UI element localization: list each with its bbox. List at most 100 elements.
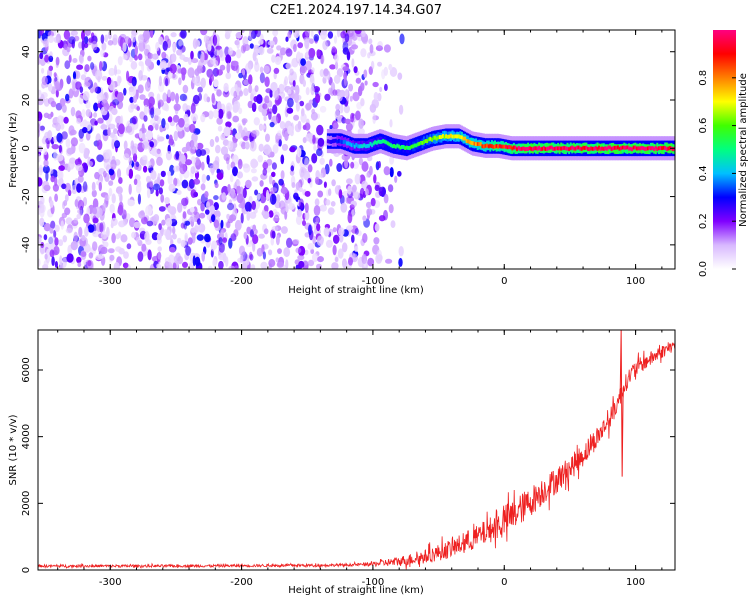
noise-cell <box>126 243 132 250</box>
noise-cell <box>189 140 195 148</box>
noise-cell <box>187 237 193 245</box>
noise-cell <box>144 231 150 242</box>
ridge-cell <box>326 139 329 144</box>
noise-cell <box>237 171 243 179</box>
noise-cell <box>82 119 88 130</box>
noise-cell <box>182 211 187 219</box>
noise-cell <box>334 254 339 264</box>
noise-cell <box>304 157 310 169</box>
ridge-cell <box>533 146 536 151</box>
noise-cell <box>397 170 402 177</box>
noise-cell <box>368 66 373 75</box>
ridge-cell <box>598 145 600 150</box>
noise-cell <box>258 233 265 239</box>
noise-cell <box>63 200 68 207</box>
noise-cell <box>351 209 355 218</box>
noise-cell <box>155 41 160 52</box>
noise-cell <box>268 174 273 185</box>
noise-cell <box>177 256 184 265</box>
noise-cell <box>117 56 123 66</box>
noise-cell <box>245 62 252 74</box>
noise-cell <box>232 166 238 177</box>
noise-cell <box>83 42 89 49</box>
ridge-cell <box>503 144 506 149</box>
noise-cell <box>111 233 116 244</box>
noise-cell <box>167 116 173 123</box>
noise-cell <box>212 258 217 267</box>
noise-cell <box>123 87 127 96</box>
noise-cell <box>312 235 316 245</box>
noise-cell <box>51 256 55 267</box>
noise-cell <box>155 189 159 197</box>
ridge-cell <box>657 146 660 151</box>
ridge-cell <box>330 140 333 144</box>
ridge-cell <box>347 141 350 146</box>
ridge-cell <box>587 147 589 151</box>
noise-cell <box>389 155 395 165</box>
noise-cell <box>352 161 359 170</box>
ridge-cell <box>487 144 490 149</box>
noise-cell <box>241 141 247 150</box>
noise-cell <box>43 112 50 119</box>
noise-cell <box>201 251 205 262</box>
ridge-cell <box>333 139 336 143</box>
noise-cell <box>197 86 203 93</box>
noise-cell <box>54 237 59 246</box>
noise-cell <box>173 177 178 187</box>
noise-cell <box>217 100 222 111</box>
noise-cell <box>240 212 244 224</box>
noise-cell <box>184 232 188 242</box>
ridge-cell <box>401 145 403 149</box>
noise-cell <box>130 140 135 150</box>
noise-cell <box>131 115 138 125</box>
noise-cell <box>156 156 163 166</box>
noise-cell <box>338 227 345 237</box>
ridge-cell <box>369 141 372 146</box>
noise-cell <box>84 64 90 73</box>
noise-cell <box>147 160 152 169</box>
noise-cell <box>137 34 144 43</box>
noise-cell <box>372 81 379 88</box>
noise-cell <box>215 144 221 154</box>
ridge-cell <box>623 145 626 150</box>
ridge-cell <box>355 143 358 147</box>
noise-cell <box>344 157 349 169</box>
noise-cell <box>216 172 224 180</box>
noise-cell <box>42 165 50 174</box>
ridge-cell <box>339 139 342 144</box>
noise-cell <box>175 93 179 104</box>
ridge-cell <box>421 141 424 145</box>
noise-cell <box>212 34 218 46</box>
noise-cell <box>66 147 74 155</box>
noise-cell <box>368 38 373 45</box>
noise-cell <box>238 72 244 79</box>
noise-cell <box>317 190 324 198</box>
noise-cell <box>279 121 286 130</box>
noise-cell <box>313 205 321 216</box>
noise-cell <box>250 168 257 174</box>
noise-cell <box>106 77 112 86</box>
ridge-cell <box>372 141 375 146</box>
ridge-cell <box>371 143 374 148</box>
noise-cell <box>94 171 100 180</box>
noise-cell <box>162 92 167 102</box>
ridge-cell <box>516 147 519 152</box>
noise-cell <box>92 241 98 252</box>
noise-cell <box>115 186 123 195</box>
ridge-cell <box>628 146 630 151</box>
noise-cell <box>54 176 58 187</box>
ridge-cell <box>473 141 476 146</box>
ridge-cell <box>367 143 370 148</box>
noise-cell <box>150 147 158 156</box>
noise-cell <box>44 54 50 63</box>
noise-cell <box>373 92 379 101</box>
colorbar-tick-label: 0.0 <box>698 261 709 277</box>
noise-cell <box>227 47 233 56</box>
noise-cell <box>354 246 359 252</box>
ridge-cell <box>673 146 675 151</box>
noise-cell <box>390 220 396 229</box>
ridge-cell <box>352 142 355 147</box>
noise-cell <box>87 260 92 267</box>
noise-cell <box>291 182 296 188</box>
noise-cell <box>243 79 249 86</box>
